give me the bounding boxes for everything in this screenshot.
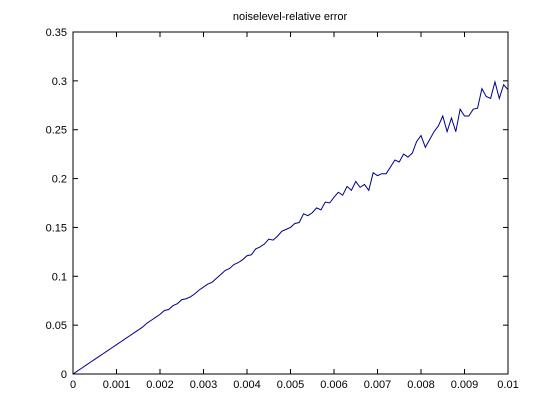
- y-tick-label: 0: [61, 369, 67, 381]
- x-tick-label: 0: [70, 379, 76, 391]
- y-tick-label: 0.15: [46, 222, 67, 234]
- y-tick-label: 0.05: [46, 320, 67, 332]
- y-tick-label: 0.2: [52, 174, 67, 186]
- x-tick-label: 0.001: [103, 379, 131, 391]
- x-tick-label: 0.005: [277, 379, 305, 391]
- y-tick-label: 0.3: [52, 76, 67, 88]
- x-tick-label: 0.006: [320, 379, 348, 391]
- series-line: [72, 79, 509, 375]
- x-tick-label: 0.01: [497, 379, 518, 391]
- y-axis: 0 0.05 0.1 0.15 0.2 0.25 0.3 0.35: [46, 27, 508, 381]
- x-tick-label: 0.009: [451, 379, 479, 391]
- y-tick-label: 0.35: [46, 27, 67, 39]
- plot-area: [72, 31, 509, 375]
- x-tick-label: 0.004: [233, 379, 261, 391]
- x-tick-label: 0.008: [407, 379, 435, 391]
- x-tick-label: 0.003: [190, 379, 218, 391]
- x-tick-label: 0.002: [146, 379, 174, 391]
- y-tick-label: 0.1: [52, 271, 67, 283]
- chart-title: noiselevel-relative error: [233, 11, 348, 23]
- x-axis: 0 0.001 0.002 0.003 0.004 0.005 0.006 0.007 0.00…: [70, 32, 519, 391]
- y-tick-label: 0.25: [46, 125, 67, 137]
- x-tick-label: 0.007: [364, 379, 392, 391]
